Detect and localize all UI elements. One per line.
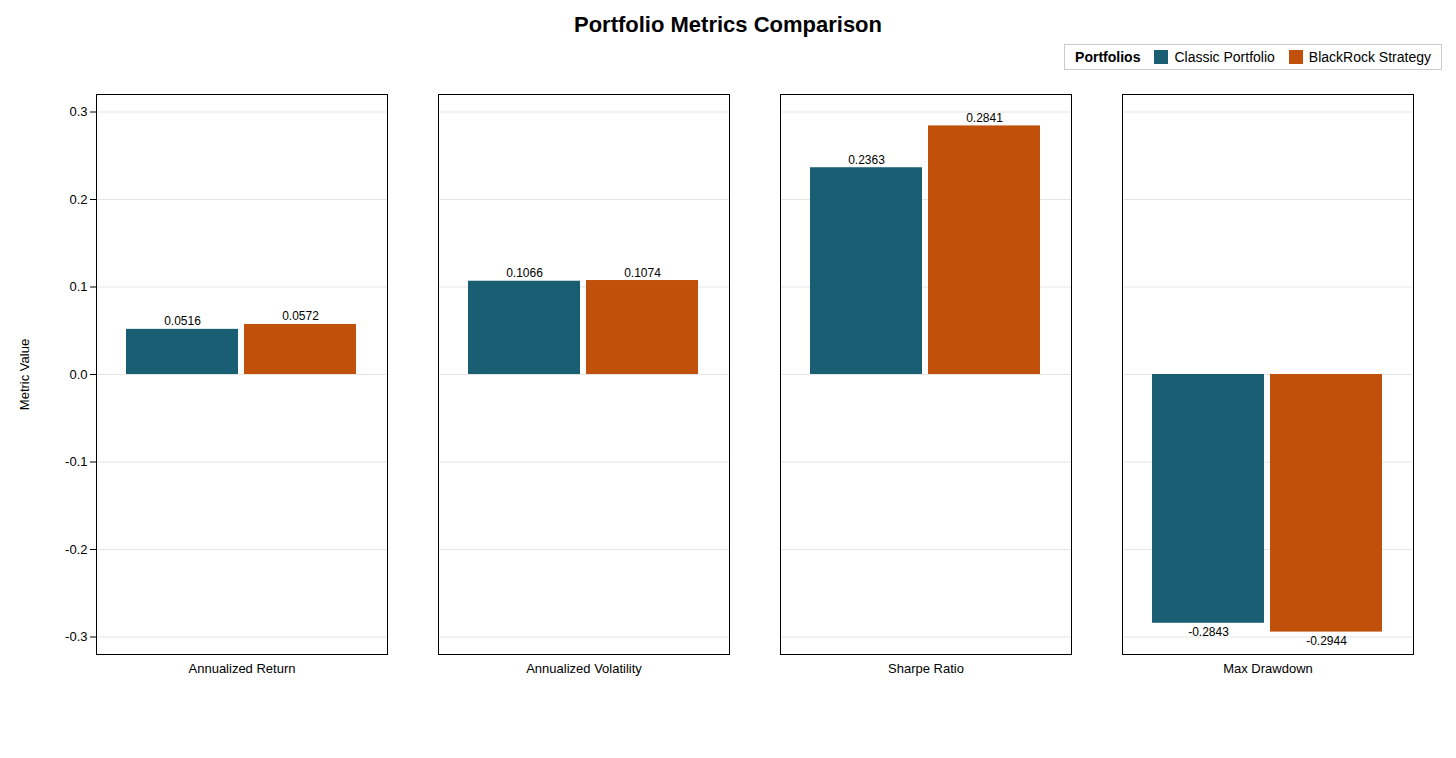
svg-text:0.1066: 0.1066 — [506, 266, 543, 280]
svg-text:-0.2: -0.2 — [65, 542, 87, 557]
svg-text:-0.1: -0.1 — [65, 454, 87, 469]
svg-text:0.2363: 0.2363 — [848, 153, 885, 167]
html-text:Portfolio Metrics Comparison: Portfolio Metrics Comparison — [574, 12, 882, 37]
svg-text:Sharpe Ratio: Sharpe Ratio — [888, 661, 964, 676]
svg-text:0.1074: 0.1074 — [624, 266, 661, 280]
svg-text:Max Drawdown: Max Drawdown — [1223, 661, 1313, 676]
svg-text:-0.2944: -0.2944 — [1306, 634, 1347, 648]
svg-text:0.2841: 0.2841 — [966, 111, 1003, 125]
svg-text:Metric Value: Metric Value — [17, 339, 32, 410]
svg-text:Annualized Volatility: Annualized Volatility — [526, 661, 642, 676]
svg-text:Annualized Return: Annualized Return — [189, 661, 296, 676]
html-text:Classic Portfolio: Classic Portfolio — [1174, 49, 1275, 65]
svg-text:0.0516: 0.0516 — [164, 314, 201, 328]
svg-text:0.2: 0.2 — [69, 192, 87, 207]
svg-text:0.1: 0.1 — [69, 279, 87, 294]
html-text:Portfolios: Portfolios — [1075, 49, 1141, 65]
svg-text:0.3: 0.3 — [69, 104, 87, 119]
svg-text:0.0: 0.0 — [69, 367, 87, 382]
svg-text:-0.2843: -0.2843 — [1188, 625, 1229, 639]
svg-text:-0.3: -0.3 — [65, 629, 87, 644]
html-text:BlackRock Strategy: BlackRock Strategy — [1308, 49, 1431, 65]
svg-text:0.0572: 0.0572 — [282, 309, 319, 323]
